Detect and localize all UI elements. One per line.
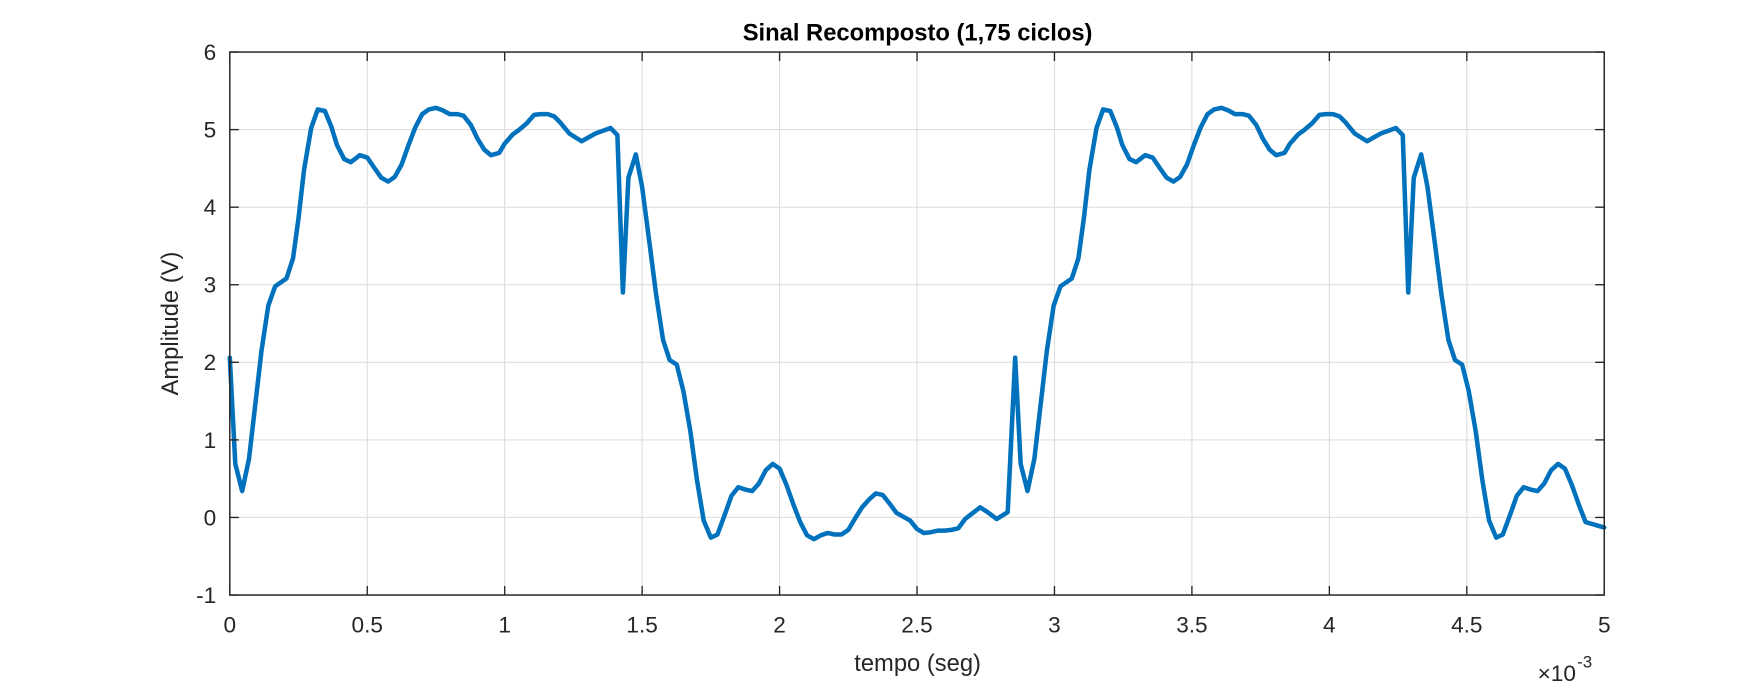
y-tick-label: -1	[196, 583, 216, 608]
x-tick-label: 1	[498, 612, 511, 637]
x-tick-label: 3	[1048, 612, 1061, 637]
x-tick-label: 4	[1323, 612, 1336, 637]
x-tick-label: 3.5	[1176, 612, 1207, 637]
ticks: 0 0.5 1 1.5 2 2.5 3 3.5 4 4.5 5 -1 0 1 2 3 4 5 6	[196, 40, 1610, 637]
y-tick-label: 1	[204, 428, 217, 453]
y-tick-label: 3	[204, 273, 217, 298]
x-tick-label: 0	[224, 612, 237, 637]
x-tick-label: 4.5	[1451, 612, 1482, 637]
y-axis-label: Amplitude (V)	[157, 252, 184, 396]
lines	[227, 105, 1607, 542]
x-multiplier-base: ×10	[1538, 661, 1576, 681]
x-axis-label: tempo (seg)	[854, 650, 981, 677]
y-tick-label: 4	[204, 195, 217, 220]
x-tick-label: 2	[773, 612, 786, 637]
y-tick-label: 0	[204, 505, 217, 530]
x-tick-label: 2.5	[901, 612, 932, 637]
x-tick-label: 1.5	[626, 612, 657, 637]
x-tick-label: 5	[1598, 612, 1611, 637]
x-tick-label: 0.5	[352, 612, 383, 637]
x-multiplier-exponent: -3	[1577, 652, 1592, 671]
signal-line	[227, 105, 1607, 542]
y-tick-label: 6	[204, 40, 217, 65]
y-tick-label: 5	[204, 118, 217, 143]
chart-title: Sinal Recomposto (1,75 ciclos)	[743, 20, 1093, 47]
y-tick-label: 2	[204, 350, 217, 375]
